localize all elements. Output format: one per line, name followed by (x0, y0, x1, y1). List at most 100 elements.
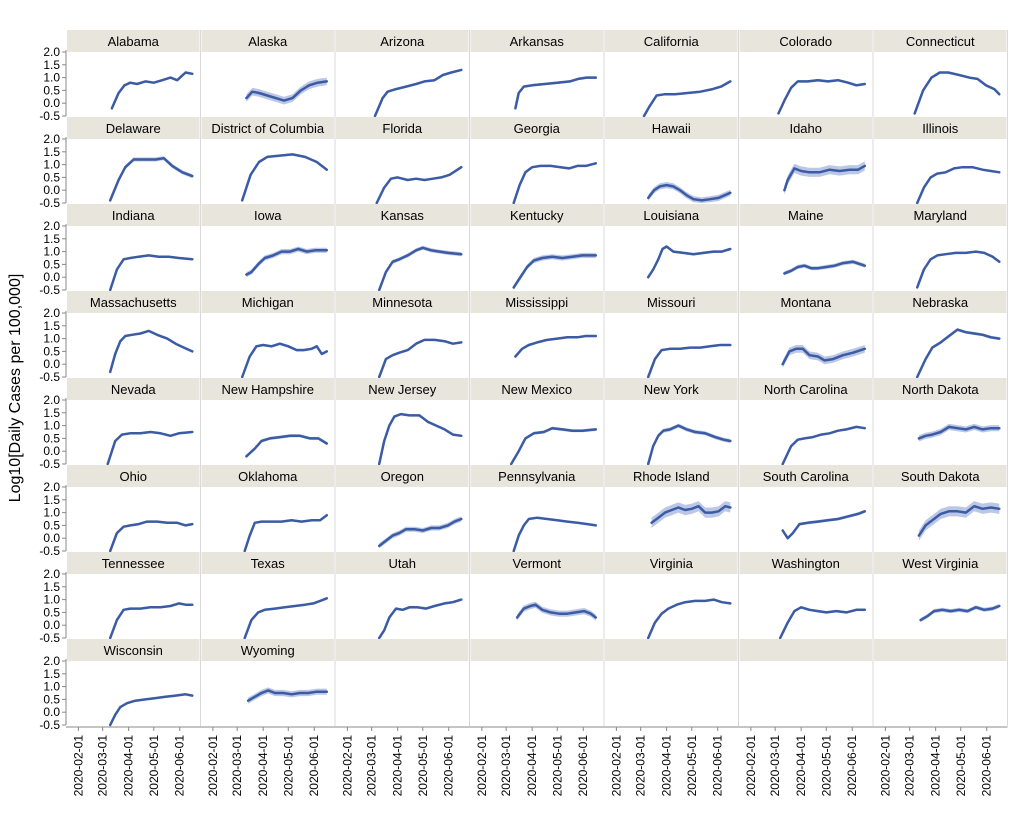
panel-title: Wisconsin (104, 643, 163, 658)
x-tick-label: 2020-05-01 (954, 735, 968, 797)
series-line (377, 338, 463, 379)
confidence-band (515, 76, 596, 110)
series-line (917, 504, 1001, 537)
y-tick-label: 2.0 (43, 45, 60, 59)
y-tick-label: -0.5 (39, 196, 60, 210)
panel-title: Vermont (513, 556, 562, 571)
confidence-band (917, 166, 1000, 203)
x-tick-label: 2020-03-01 (903, 735, 917, 797)
y-tick-label: -0.5 (39, 283, 60, 297)
y-tick-label: 0.0 (43, 183, 60, 197)
panel-strip (874, 639, 1007, 661)
series-line (110, 71, 194, 110)
panel-title: New Jersey (368, 382, 436, 397)
panel-strip (67, 552, 200, 574)
y-tick-label: 0.0 (43, 270, 60, 284)
panel-title: Florida (382, 121, 423, 136)
panel-strip (201, 204, 334, 226)
series-line (646, 245, 732, 279)
panel-strip (201, 117, 334, 139)
y-tick-label: 0.5 (43, 605, 60, 619)
panel-strip (201, 291, 334, 313)
panel-title: Kansas (381, 208, 425, 223)
confidence-band (648, 423, 731, 464)
y-tick-label: -0.5 (39, 370, 60, 384)
panel-title: Montana (780, 295, 831, 310)
panel-title: Connecticut (906, 34, 975, 49)
confidence-band (110, 156, 193, 203)
y-tick-label: 0.5 (43, 518, 60, 532)
y-tick-label: 1.5 (43, 493, 60, 507)
series-line (919, 604, 1001, 622)
x-tick-label: 2020-02-01 (71, 735, 85, 797)
x-tick-label: 2020-05-01 (550, 735, 564, 797)
series-line (913, 71, 1001, 115)
y-tick-label: 1.0 (43, 506, 60, 520)
confidence-band (648, 598, 731, 638)
y-tick-label: 2.0 (43, 654, 60, 668)
panel-strip (874, 552, 1007, 574)
y-tick-label: 2.0 (43, 306, 60, 320)
panel-title: Indiana (112, 208, 155, 223)
panel-title: Washington (772, 556, 840, 571)
panel-title: New Hampshire (222, 382, 314, 397)
series-line (108, 602, 194, 640)
panel-title: California (644, 34, 700, 49)
panel-title: Arkansas (510, 34, 565, 49)
x-tick-label: 2020-04-01 (794, 735, 808, 797)
panel-strip (605, 552, 738, 574)
y-tick-label: 1.0 (43, 71, 60, 85)
series-line (646, 424, 732, 466)
panel-title: West Virginia (902, 556, 979, 571)
panel-title: New York (644, 382, 699, 397)
panel-strip (201, 465, 334, 487)
panel-title: Iowa (254, 208, 282, 223)
x-tick-label: 2020-03-01 (230, 735, 244, 797)
y-tick-label: -0.5 (39, 109, 60, 123)
panel-strip (605, 639, 738, 661)
panel-strip (470, 465, 603, 487)
x-tick-label: 2020-03-01 (365, 735, 379, 797)
panel-strip (336, 378, 469, 400)
confidence-band (511, 426, 596, 464)
y-tick-label: 0.0 (43, 357, 60, 371)
y-tick-label: -0.5 (39, 631, 60, 645)
panel-strip (336, 639, 469, 661)
y-tick-label: 1.5 (43, 58, 60, 72)
series-line (917, 425, 1001, 440)
x-tick-label: 2020-02-01 (340, 735, 354, 797)
panel-title: Michigan (242, 295, 294, 310)
panel-strip (874, 204, 1007, 226)
panel-strip (470, 204, 603, 226)
y-tick-label: 1.5 (43, 232, 60, 246)
confidence-band (648, 182, 731, 203)
series-line (781, 347, 867, 366)
y-tick-label: 1.5 (43, 406, 60, 420)
panel-title: District of Columbia (211, 121, 324, 136)
series-line (245, 434, 329, 458)
confidence-band (513, 252, 596, 290)
series-line (781, 510, 867, 540)
series-line (512, 254, 598, 289)
y-tick-label: 1.0 (43, 419, 60, 433)
y-tick-label: -0.5 (39, 544, 60, 558)
panel-strip (874, 30, 1007, 52)
series-line (106, 430, 194, 466)
x-tick-label: 2020-06-01 (711, 735, 725, 797)
panel-strip (336, 30, 469, 52)
y-tick-label: 0.0 (43, 96, 60, 110)
series-line (915, 250, 1001, 289)
panel-title: Maine (788, 208, 823, 223)
panel-strip (201, 378, 334, 400)
panel-title: North Dakota (902, 382, 979, 397)
y-tick-label: 0.5 (43, 170, 60, 184)
x-tick-label: 2020-06-01 (845, 735, 859, 797)
panel-strip (605, 465, 738, 487)
y-tick-label: 0.0 (43, 705, 60, 719)
y-tick-label: 0.5 (43, 431, 60, 445)
x-tick-label: 2020-05-01 (147, 735, 161, 797)
series-line (777, 78, 867, 115)
panel-title: South Dakota (901, 469, 981, 484)
